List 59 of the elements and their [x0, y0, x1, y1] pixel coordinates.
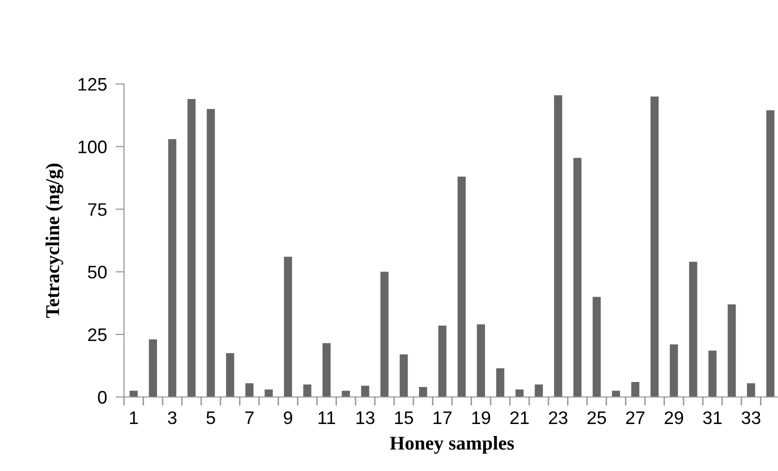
bar	[130, 390, 138, 397]
y-tick-label: 125	[78, 78, 107, 91]
x-tick-label: 19	[472, 411, 490, 424]
bar	[284, 256, 292, 397]
x-tick-label: 17	[434, 412, 452, 424]
bar	[245, 383, 254, 397]
bar	[342, 390, 350, 397]
bar	[515, 389, 524, 397]
x-tick-label: 11	[318, 412, 336, 424]
bar	[670, 344, 678, 397]
y-tick-label: 100	[78, 140, 107, 154]
x-tick-label: 13	[356, 411, 374, 424]
bar	[747, 383, 756, 397]
bar	[534, 384, 543, 397]
bar	[650, 96, 659, 397]
bar	[631, 382, 640, 397]
bar	[708, 350, 717, 397]
x-tick-label: 33	[742, 411, 760, 424]
x-tick-label: 29	[664, 411, 684, 424]
x-tick-label: 31	[703, 411, 722, 424]
y-tick-label: 75	[88, 203, 107, 216]
x-tick-label: 9	[284, 411, 292, 424]
bar	[612, 390, 620, 397]
bar	[573, 158, 582, 397]
bar	[419, 386, 428, 397]
bar	[689, 262, 698, 397]
bar	[438, 326, 446, 397]
bar	[766, 110, 774, 397]
x-tick-label: 5	[206, 412, 216, 424]
bar	[322, 343, 331, 397]
y-tick-label: 25	[88, 328, 107, 342]
bar	[458, 176, 466, 397]
x-tick-label: 1	[130, 412, 138, 424]
y-tick-label: 0	[98, 390, 107, 404]
x-tick-label: 7	[245, 412, 254, 424]
bar	[148, 339, 157, 397]
y-tick-label: 50	[88, 266, 107, 279]
bar	[476, 324, 485, 397]
x-tick-label: 15	[395, 412, 414, 424]
x-tick-label: 25	[588, 411, 606, 424]
bar	[361, 386, 370, 397]
bar	[206, 109, 215, 397]
bar	[728, 304, 736, 397]
y-axis-title: Tetracycline (ng/g)	[46, 164, 64, 318]
bar	[496, 368, 504, 397]
bar	[554, 95, 562, 397]
bar	[592, 296, 601, 397]
bar	[264, 389, 273, 397]
bar	[226, 353, 234, 397]
x-tick-label: 3	[168, 411, 176, 424]
x-axis-title: Honey samples	[390, 436, 514, 454]
bar	[400, 354, 408, 397]
bar	[303, 384, 312, 397]
bar	[168, 139, 176, 397]
x-tick-label: 27	[626, 411, 644, 424]
bar	[187, 99, 196, 397]
x-tick-label: 21	[510, 411, 529, 424]
x-tick-label: 23	[548, 411, 568, 424]
bar	[380, 272, 389, 397]
